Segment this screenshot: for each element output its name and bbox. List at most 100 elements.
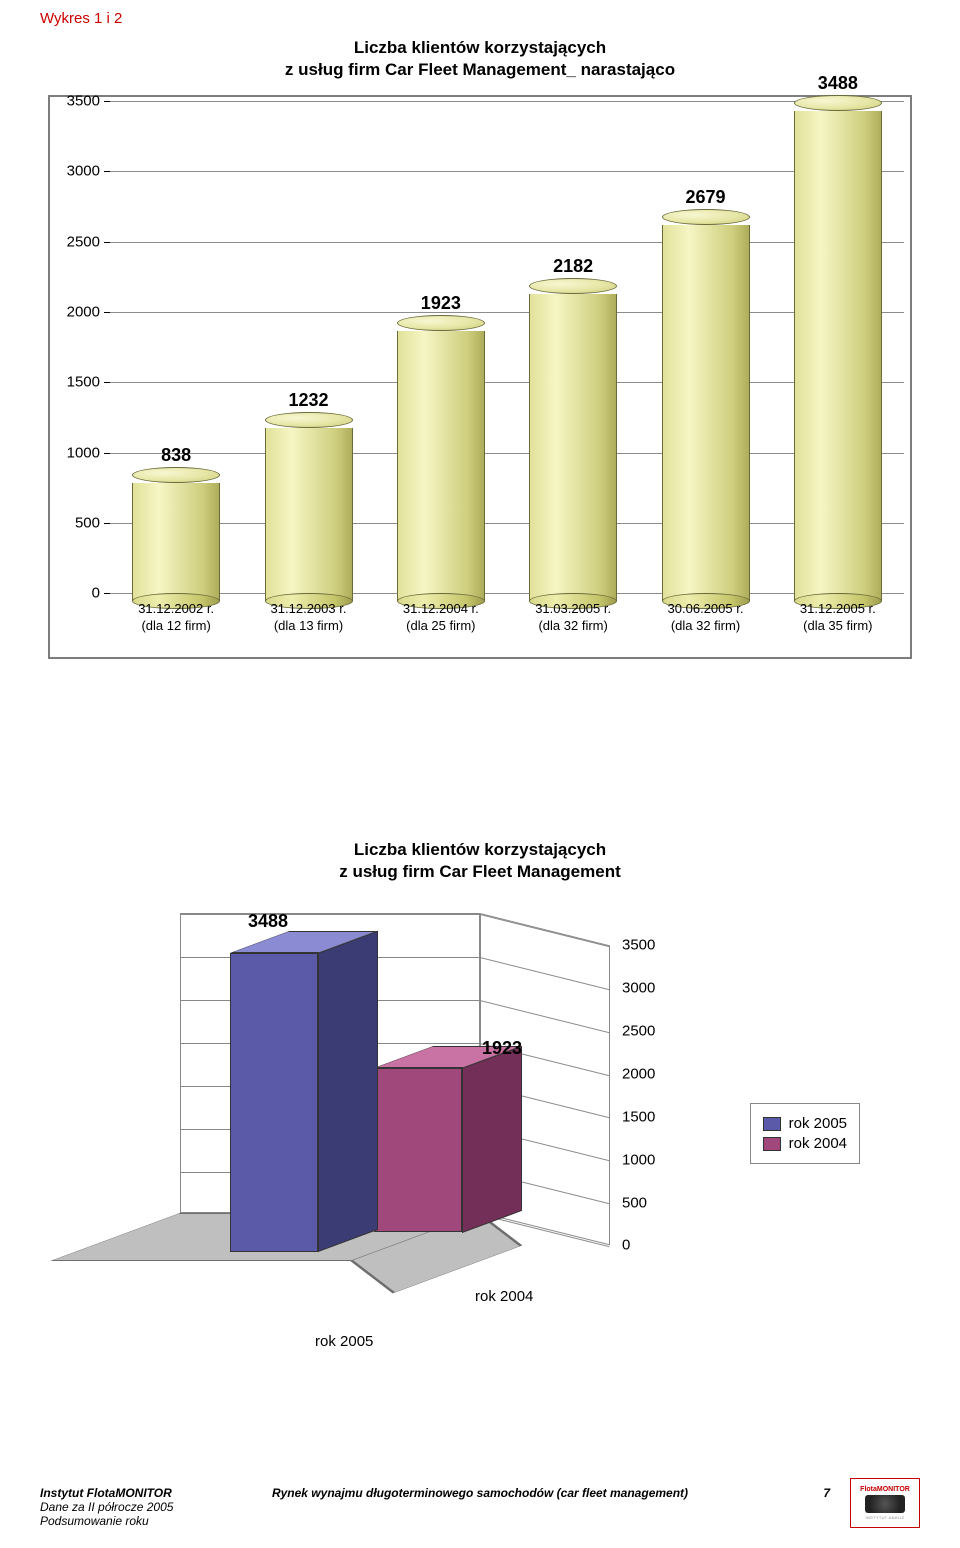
chart2-bar-side bbox=[318, 931, 378, 1252]
footer-logo-text-top: FlotaMONITOR bbox=[860, 1486, 910, 1493]
chart2-axis-back-label: rok 2004 bbox=[475, 1288, 533, 1305]
chart2-y-tick-label: 1000 bbox=[622, 1151, 655, 1168]
chart1-bar-body bbox=[265, 428, 353, 601]
chart1-gridline bbox=[110, 312, 904, 313]
chart1-y-tick-label: 2000 bbox=[50, 304, 100, 321]
chart1-bar: 2679 bbox=[662, 217, 750, 594]
chart2-y-tick-label: 2000 bbox=[622, 1065, 655, 1082]
chart1-title-line1: Liczba klientów korzystających bbox=[354, 38, 606, 57]
chart2-bar-value: 3488 bbox=[248, 911, 288, 932]
chart2-bar-side bbox=[462, 1045, 522, 1232]
chart2-scene: 19233488 0500100015002000250030003500 bbox=[180, 913, 620, 1293]
chart2-side-grid bbox=[481, 915, 609, 948]
chart1-y-tick-label: 3500 bbox=[50, 93, 100, 110]
chart1-x-label-line1: 31.12.2002 r. bbox=[116, 601, 236, 618]
chart2-bar-front bbox=[374, 1068, 462, 1233]
chart1-x-label: 30.06.2005 r.(dla 32 firm) bbox=[646, 601, 766, 635]
chart1-x-label-line2: (dla 32 firm) bbox=[513, 618, 633, 635]
chart1-x-label-line1: 31.12.2003 r. bbox=[249, 601, 369, 618]
chart2-y-tick-label: 3500 bbox=[622, 937, 655, 954]
legend-swatch-2005 bbox=[763, 1117, 781, 1131]
chart2-title: Liczba klientów korzystających z usług f… bbox=[40, 839, 920, 883]
legend-row-2004: rok 2004 bbox=[763, 1135, 847, 1152]
chart1-bar-body bbox=[662, 225, 750, 602]
chart1-gridline bbox=[110, 171, 904, 172]
legend-swatch-2004 bbox=[763, 1137, 781, 1151]
chart1-y-tick-label: 1000 bbox=[50, 444, 100, 461]
chart1-bar-value: 2182 bbox=[553, 256, 593, 277]
chart1-bar: 838 bbox=[132, 475, 220, 593]
chart1-x-label-line1: 31.12.2005 r. bbox=[778, 601, 898, 618]
chart1-y-tick-label: 1500 bbox=[50, 374, 100, 391]
chart1-bar-body bbox=[397, 331, 485, 601]
chart1-y-tick-mark bbox=[104, 171, 110, 172]
legend-label-2005: rok 2005 bbox=[789, 1115, 847, 1132]
chart1-y-tick-mark bbox=[104, 593, 110, 594]
chart1-x-label: 31.12.2002 r.(dla 12 firm) bbox=[116, 601, 236, 635]
chart1-x-label: 31.12.2005 r.(dla 35 firm) bbox=[778, 601, 898, 635]
chart2-y-tick-label: 2500 bbox=[622, 1023, 655, 1040]
chart1-y-tick-mark bbox=[104, 523, 110, 524]
chart1-x-label-line1: 30.06.2005 r. bbox=[646, 601, 766, 618]
chart1-title: Liczba klientów korzystających z usług f… bbox=[40, 37, 920, 81]
chart2-y-tick-label: 0 bbox=[622, 1237, 630, 1254]
chart1-title-line2: z usług firm Car Fleet Management_ naras… bbox=[285, 60, 675, 79]
chart1-y-tick-mark bbox=[104, 312, 110, 313]
chart1-y-tick-label: 3000 bbox=[50, 163, 100, 180]
chart1-x-label-line2: (dla 12 firm) bbox=[116, 618, 236, 635]
chart1-x-label-line2: (dla 32 firm) bbox=[646, 618, 766, 635]
legend-label-2004: rok 2004 bbox=[789, 1135, 847, 1152]
chart1-x-label: 31.12.2004 r.(dla 25 firm) bbox=[381, 601, 501, 635]
chart1-bar-value: 2679 bbox=[685, 187, 725, 208]
chart2-title-line1: Liczba klientów korzystających bbox=[354, 840, 606, 859]
chart1-y-tick-mark bbox=[104, 242, 110, 243]
chart1-y-tick-label: 0 bbox=[50, 585, 100, 602]
chart2-side-grid bbox=[481, 957, 609, 990]
chart2-bar-front bbox=[230, 953, 318, 1252]
chart1-x-label-line1: 31.12.2004 r. bbox=[381, 601, 501, 618]
chart1-bar-top bbox=[397, 315, 485, 331]
chart1-x-label: 31.03.2005 r.(dla 32 firm) bbox=[513, 601, 633, 635]
chart1-x-label-line2: (dla 13 firm) bbox=[249, 618, 369, 635]
chart1-y-tick-label: 500 bbox=[50, 514, 100, 531]
chart1-x-label-line1: 31.03.2005 r. bbox=[513, 601, 633, 618]
footer-period: Dane za II półrocze 2005 bbox=[40, 1500, 173, 1514]
footer-summary: Podsumowanie roku bbox=[40, 1514, 173, 1528]
chart1-bar-body bbox=[529, 294, 617, 601]
chart1-gridline bbox=[110, 382, 904, 383]
chart1-y-tick-mark bbox=[104, 453, 110, 454]
chart1-y-tick-mark bbox=[104, 382, 110, 383]
chart1-bar-body bbox=[132, 483, 220, 601]
footer-logo: FlotaMONITOR INSTYTUT ANALIZ bbox=[850, 1478, 920, 1528]
chart1-bar-value: 1923 bbox=[421, 293, 461, 314]
chart1-bar: 1232 bbox=[265, 420, 353, 593]
chart2-bar-value: 1923 bbox=[482, 1038, 522, 1059]
chart1-x-labels: 31.12.2002 r.(dla 12 firm)31.12.2003 r.(… bbox=[110, 601, 904, 651]
footer-institute: Instytut FlotaMONITOR bbox=[40, 1486, 173, 1500]
chart1-bar-value: 838 bbox=[161, 445, 191, 466]
chart1-x-label: 31.12.2003 r.(dla 13 firm) bbox=[249, 601, 369, 635]
chart2-title-line2: z usług firm Car Fleet Management bbox=[339, 862, 621, 881]
chart1: 0 500 1000 1500 2000 2500 3000 3500 838 1232 1923 2… bbox=[48, 95, 912, 659]
footer-logo-graphic bbox=[865, 1495, 905, 1513]
chart2-axis-front-label: rok 2005 bbox=[315, 1333, 373, 1350]
chart1-gridline bbox=[110, 523, 904, 524]
chart1-bar: 2182 bbox=[529, 286, 617, 593]
chart2-back-grid bbox=[181, 914, 479, 915]
chart1-bar-top bbox=[794, 95, 882, 111]
chart1-plot: 0500100015002000250030003500838123219232… bbox=[110, 101, 904, 593]
footer-logo-text-bottom: INSTYTUT ANALIZ bbox=[866, 1515, 905, 1520]
chart1-y-tick-label: 2500 bbox=[50, 233, 100, 250]
legend-row-2005: rok 2005 bbox=[763, 1115, 847, 1132]
chart2-y-tick-label: 500 bbox=[622, 1194, 647, 1211]
chart2-side-grid bbox=[481, 1000, 609, 1033]
chart1-bar-value: 1232 bbox=[288, 390, 328, 411]
chart1-x-label-line2: (dla 25 firm) bbox=[381, 618, 501, 635]
chart1-x-label-line2: (dla 35 firm) bbox=[778, 618, 898, 635]
chart2: 19233488 0500100015002000250030003500 ro… bbox=[80, 903, 880, 1363]
footer-left-block: Instytut FlotaMONITOR Dane za II półrocz… bbox=[40, 1486, 173, 1528]
chart1-gridline bbox=[110, 593, 904, 594]
chart2-legend: rok 2005 rok 2004 bbox=[750, 1103, 860, 1164]
chart1-bar-body bbox=[794, 111, 882, 601]
chart1-bar: 1923 bbox=[397, 323, 485, 593]
